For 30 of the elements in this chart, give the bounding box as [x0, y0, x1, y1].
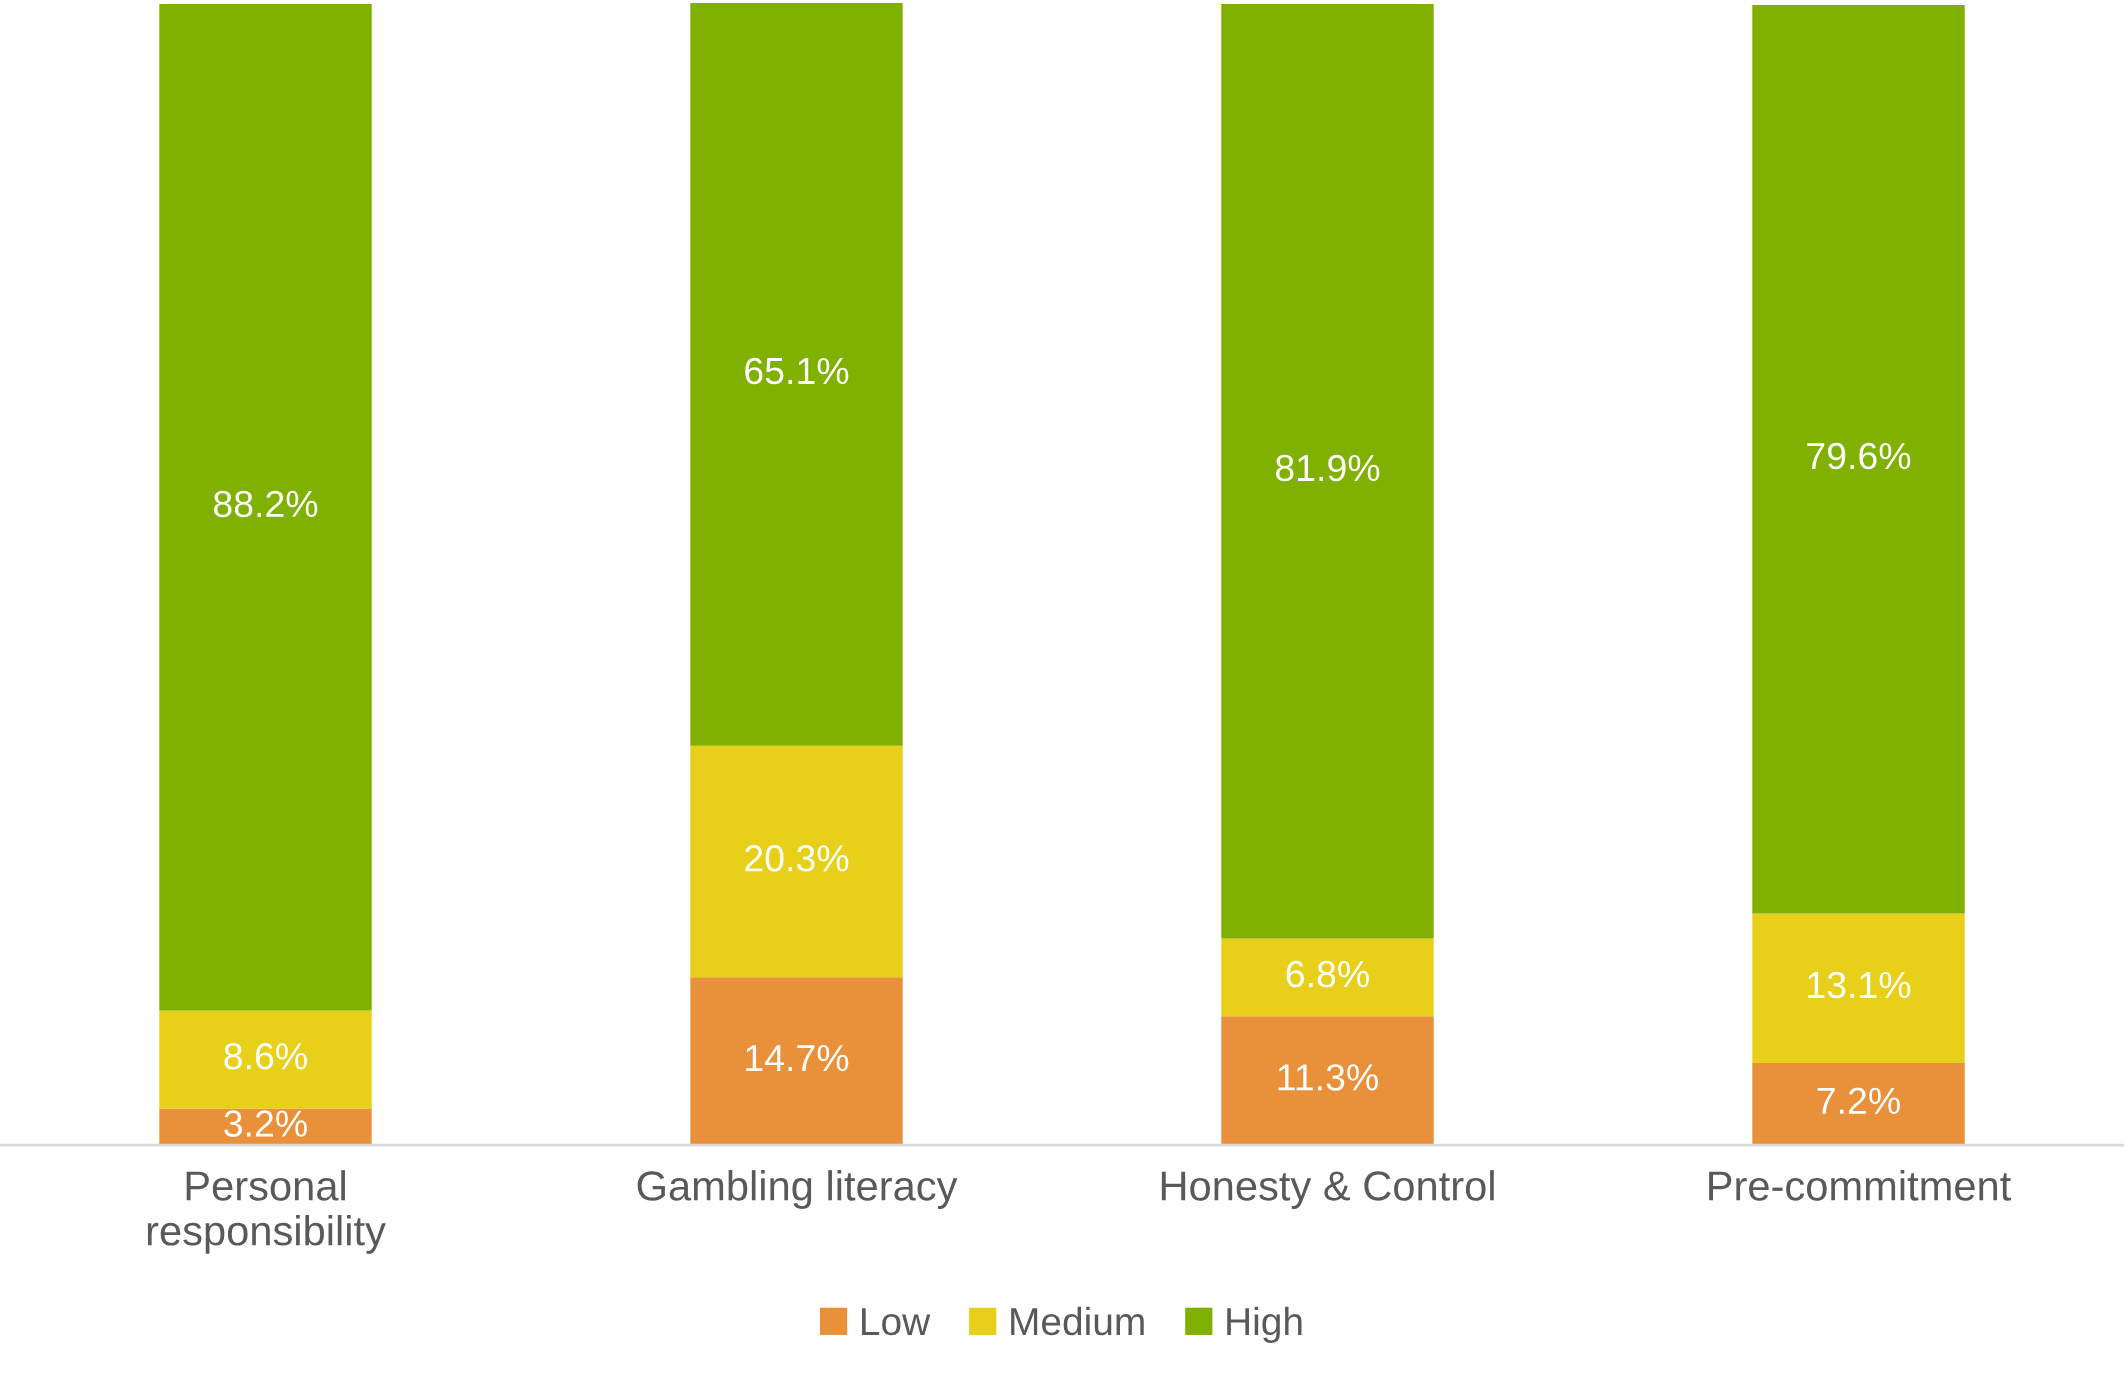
bar	[159, 3, 372, 1011]
data-label: 14.7%	[746, 1044, 849, 1072]
bar	[1752, 1062, 1965, 1146]
x-tick-label: Personal responsibility	[147, 1170, 386, 1254]
data-label: 11.3%	[1278, 1064, 1378, 1091]
bar	[1752, 913, 1965, 1063]
x-tick-label: Gambling literacy	[637, 1170, 958, 1209]
bar	[1221, 1016, 1434, 1146]
data-label: 79.6%	[1807, 442, 1911, 470]
legend-label: Medium	[1011, 1306, 1144, 1336]
legend-label: High	[1227, 1306, 1302, 1343]
legend-label: Low	[862, 1308, 931, 1336]
bar	[690, 2, 903, 746]
x-tick-label: Honesty & Control	[1161, 1170, 1494, 1209]
bar	[690, 745, 903, 978]
x-tick-label: Pre-commitment	[1709, 1170, 2011, 1201]
data-label: 20.3%	[745, 845, 849, 872]
data-label: 65.1%	[745, 357, 849, 385]
bar	[1221, 3, 1434, 939]
data-label: 81.9%	[1275, 454, 1380, 482]
bar	[1752, 5, 1965, 914]
data-label: 3.2%	[224, 1110, 307, 1137]
bar	[159, 1010, 372, 1109]
data-label: 6.8%	[1286, 960, 1369, 988]
bar	[1221, 938, 1434, 1017]
data-label: 8.6%	[224, 1043, 307, 1070]
bar	[690, 977, 903, 1146]
data-label: 88.2%	[213, 490, 318, 518]
data-label: 7.2%	[1817, 1087, 1900, 1114]
data-label: 13.1%	[1808, 971, 1911, 999]
